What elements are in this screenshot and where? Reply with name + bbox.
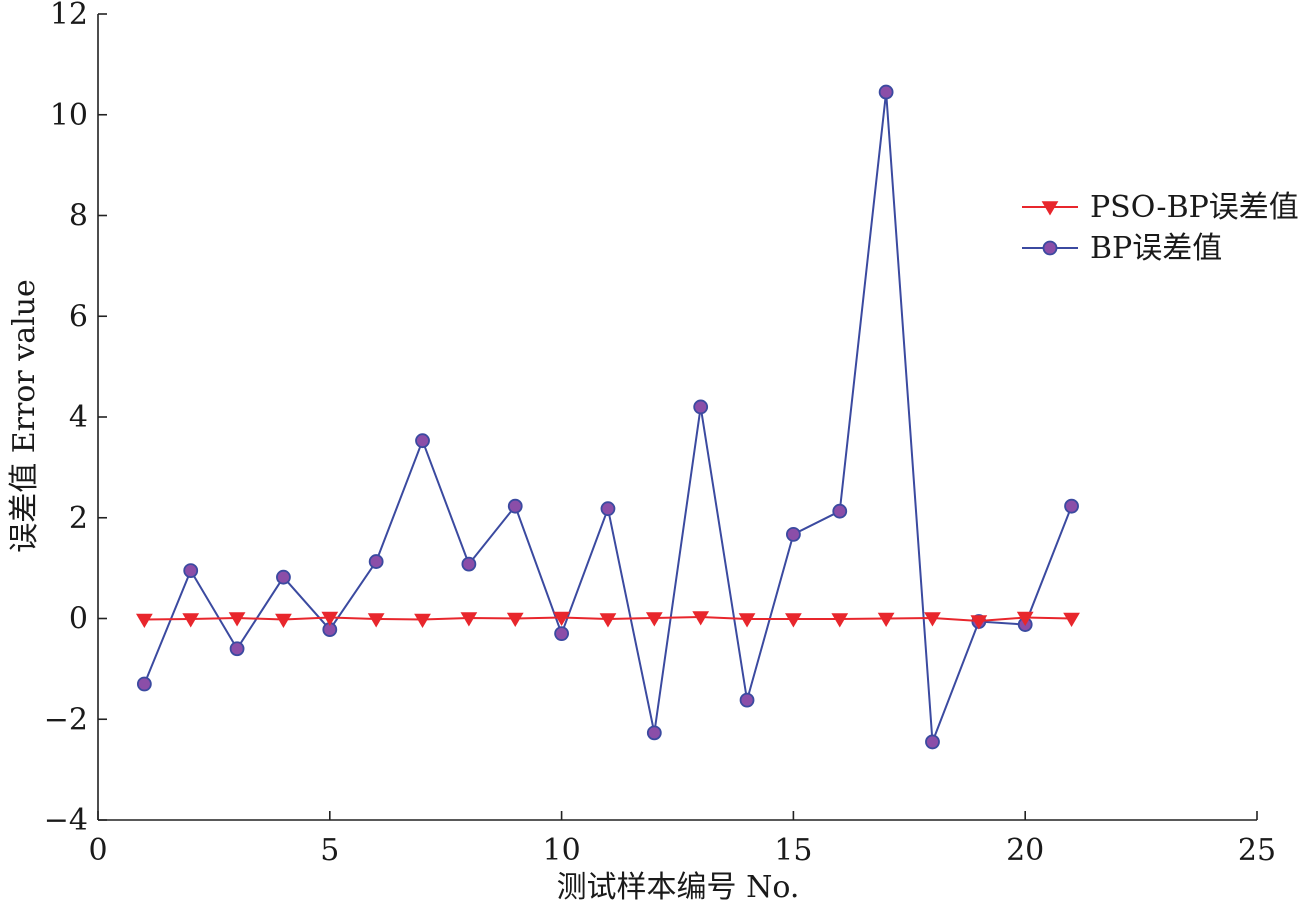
series-bp <box>136 84 1079 750</box>
y-tick-label: 4 <box>69 400 88 435</box>
data-point-circle <box>739 692 755 708</box>
data-point-triangle <box>738 613 756 628</box>
series-line <box>143 91 1073 743</box>
legend: PSO-BP误差值 BP误差值 <box>1022 190 1299 266</box>
data-point-triangle <box>692 611 710 626</box>
data-point-circle <box>925 734 940 750</box>
data-point-triangle <box>1063 612 1080 627</box>
data-point-triangle <box>414 613 431 628</box>
y-tick-label: −2 <box>44 702 88 737</box>
data-point-circle <box>600 501 616 517</box>
x-tick-label: 0 <box>88 833 107 868</box>
data-point-triangle <box>135 613 153 628</box>
data-point-circle <box>832 503 848 519</box>
data-point-circle <box>136 676 152 692</box>
y-tick-label: 12 <box>50 0 88 32</box>
data-point-triangle <box>877 612 895 627</box>
x-tick-label: 10 <box>543 833 581 868</box>
x-tick-label: 25 <box>1238 833 1276 868</box>
data-point-triangle <box>831 613 849 628</box>
axes: 0 5 10 15 20 25 −4 −2 0 2 4 6 8 10 12 <box>44 0 1276 868</box>
data-point-triangle <box>367 613 385 628</box>
y-tick-label: 6 <box>69 299 88 334</box>
data-point-triangle <box>924 612 941 627</box>
y-tick-label: 0 <box>69 602 88 637</box>
data-point-circle <box>693 399 709 415</box>
data-point-circle <box>786 526 801 542</box>
data-point-circle <box>554 626 569 642</box>
data-point-triangle <box>460 612 478 627</box>
data-point-triangle <box>275 613 292 628</box>
data-point-circle <box>183 563 199 579</box>
data-point-circle <box>646 725 662 741</box>
y-axis-label: 误差值 Error value <box>7 279 42 553</box>
data-point-triangle <box>553 611 570 626</box>
data-point-circle <box>878 84 894 100</box>
data-point-triangle <box>321 611 339 626</box>
data-point-circle <box>1064 498 1079 514</box>
legend-label: BP误差值 <box>1090 231 1222 266</box>
data-point-circle <box>1042 240 1058 256</box>
data-point-circle <box>415 433 430 449</box>
data-point-circle <box>507 498 523 514</box>
data-point-triangle <box>506 612 524 627</box>
y-tick-label: 2 <box>69 501 88 536</box>
x-tick-label: 20 <box>1006 833 1044 868</box>
data-point-triangle <box>645 612 663 627</box>
data-point-circle <box>276 569 291 585</box>
data-point-circle <box>461 556 477 572</box>
data-point-triangle <box>970 615 988 630</box>
data-point-triangle <box>785 613 802 628</box>
data-point-circle <box>368 554 384 569</box>
data-point-triangle <box>1041 201 1059 216</box>
legend-item: BP误差值 <box>1022 231 1222 266</box>
x-axis-label: 测试样本编号 No. <box>557 870 800 905</box>
legend-item: PSO-BP误差值 <box>1022 190 1299 225</box>
y-tick-label: 8 <box>69 199 88 234</box>
data-point-circle <box>229 641 245 657</box>
data-point-triangle <box>228 612 246 627</box>
data-point-triangle <box>599 613 617 628</box>
data-point-triangle <box>1016 611 1034 626</box>
x-tick-label: 15 <box>774 833 812 868</box>
data-point-triangle <box>182 613 200 628</box>
y-tick-label: −4 <box>44 803 88 838</box>
legend-label: PSO-BP误差值 <box>1090 190 1299 225</box>
series-pso-bp <box>135 611 1080 630</box>
series-layer <box>135 84 1080 750</box>
x-tick-label: 5 <box>320 833 339 868</box>
y-tick-label: 10 <box>50 98 88 133</box>
